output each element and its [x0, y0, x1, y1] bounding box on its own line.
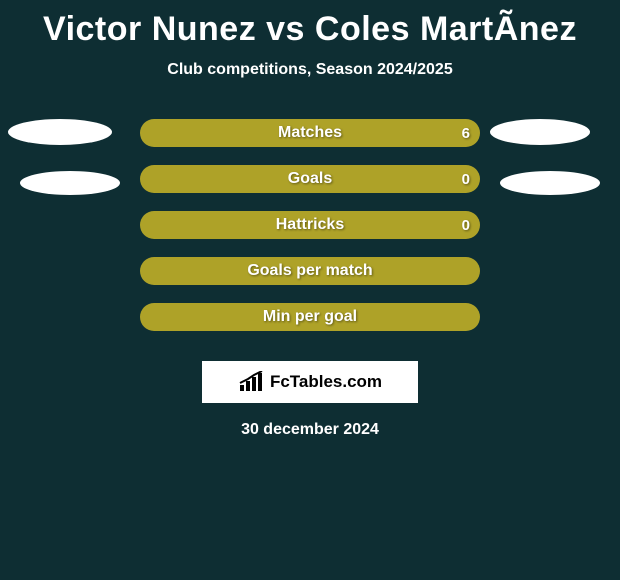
stat-label: Matches — [278, 124, 342, 142]
page-title: Victor Nunez vs Coles MartÃ­nez — [0, 0, 620, 49]
stat-bar-matches: Matches 6 — [140, 119, 480, 147]
infographic-container: Victor Nunez vs Coles MartÃ­nez Club com… — [0, 0, 620, 580]
chart-icon — [238, 371, 266, 393]
stat-bar-goals-per-match: Goals per match — [140, 257, 480, 285]
logo-text: FcTables.com — [270, 372, 382, 392]
stat-value: 0 — [462, 217, 470, 234]
stats-area: Matches 6 Goals 0 Hattricks 0 Goals per … — [0, 119, 620, 439]
stat-row: Matches 6 — [0, 119, 620, 165]
stat-row: Goals per match — [0, 257, 620, 303]
stat-row: Min per goal — [0, 303, 620, 349]
stat-label: Goals — [288, 170, 332, 188]
stat-value: 0 — [462, 171, 470, 188]
stat-bar-hattricks: Hattricks 0 — [140, 211, 480, 239]
logo-box: FcTables.com — [202, 361, 418, 403]
stat-bar-goals: Goals 0 — [140, 165, 480, 193]
stat-row: Goals 0 — [0, 165, 620, 211]
date-text: 30 december 2024 — [0, 421, 620, 439]
stat-label: Hattricks — [276, 216, 344, 234]
stat-bar-min-per-goal: Min per goal — [140, 303, 480, 331]
stat-label: Min per goal — [263, 308, 357, 326]
stat-row: Hattricks 0 — [0, 211, 620, 257]
subtitle: Club competitions, Season 2024/2025 — [0, 61, 620, 79]
stat-label: Goals per match — [247, 262, 372, 280]
logo-inner: FcTables.com — [238, 371, 382, 393]
stat-value: 6 — [462, 125, 470, 142]
